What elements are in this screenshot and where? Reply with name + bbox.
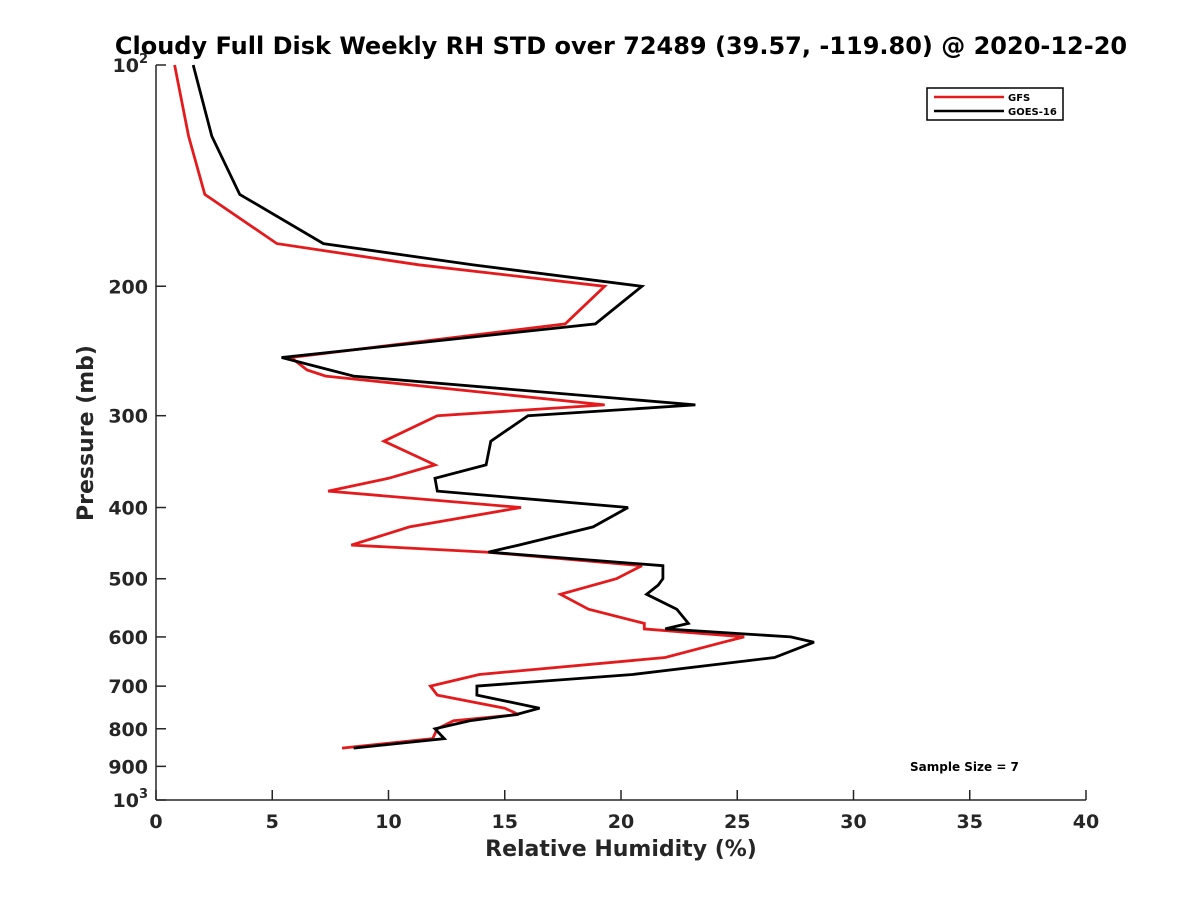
y-tick-label: 900	[108, 756, 148, 778]
x-tick-label: 20	[608, 811, 634, 833]
y-tick-label: 600	[108, 627, 148, 649]
x-tick-label: 35	[957, 811, 983, 833]
chart-title: Cloudy Full Disk Weekly RH STD over 7248…	[115, 32, 1127, 60]
y-axis-label: Pressure (mb)	[74, 345, 99, 521]
x-tick-label: 0	[149, 811, 162, 833]
x-tick-label: 15	[492, 811, 518, 833]
y-axis-ticks: 102 200 300 400 500 600 700 800 900 103	[108, 52, 166, 812]
legend-label-gfs: GFS	[1008, 93, 1030, 104]
x-tick-label: 5	[266, 811, 279, 833]
y-tick-label: 102	[113, 52, 149, 77]
x-tick-label: 30	[840, 811, 866, 833]
x-tick-label: 10	[375, 811, 401, 833]
x-tick-label: 25	[724, 811, 750, 833]
series-line-goes-16	[191, 64, 815, 750]
legend-box	[926, 87, 1064, 121]
y-tick-label: 103	[113, 787, 149, 812]
y-tick-label: 200	[108, 276, 148, 298]
x-tick-label: 40	[1073, 811, 1099, 833]
legend: GFS GOES-16	[926, 87, 1064, 121]
sample-size-annotation: Sample Size = 7	[910, 760, 1019, 774]
x-axis-ticks: 0 5 10 15 20 25 30 35 40	[149, 790, 1099, 833]
y-tick-label: 800	[108, 719, 148, 741]
series-line-gfs	[173, 64, 745, 750]
series-layer	[173, 64, 815, 750]
y-tick-label: 500	[108, 569, 148, 591]
y-tick-label: 300	[108, 406, 148, 428]
legend-label-goes-16: GOES-16	[1008, 107, 1057, 118]
y-tick-label: 400	[108, 498, 148, 520]
x-axis-label: Relative Humidity (%)	[485, 837, 757, 862]
y-tick-label: 700	[108, 676, 148, 698]
